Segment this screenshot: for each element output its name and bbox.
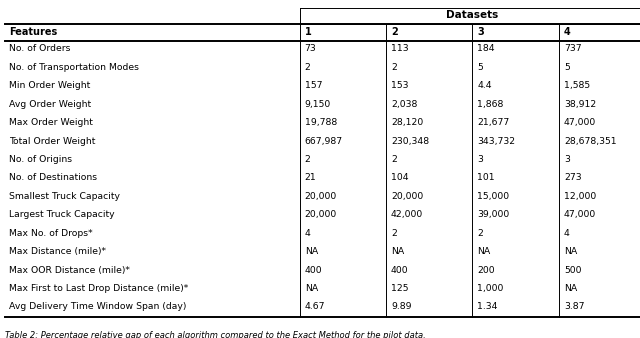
Text: No. of Destinations: No. of Destinations [9,173,97,183]
Text: 38,912: 38,912 [564,100,596,109]
Text: 21: 21 [305,173,316,183]
Text: 28,678,351: 28,678,351 [564,137,616,146]
Text: 2: 2 [391,155,397,164]
Text: Max Distance (mile)*: Max Distance (mile)* [9,247,106,256]
Text: No. of Origins: No. of Origins [9,155,72,164]
Text: 3: 3 [564,155,570,164]
Text: Table 2: Percentage relative gap of each algorithm compared to the Exact Method : Table 2: Percentage relative gap of each… [5,331,426,338]
Text: 1.34: 1.34 [477,303,498,311]
Text: 200: 200 [477,266,495,274]
Text: Total Order Weight: Total Order Weight [9,137,95,146]
Text: 4: 4 [305,229,310,238]
Text: NA: NA [477,247,491,256]
Text: 42,000: 42,000 [391,210,423,219]
Text: Features: Features [9,27,57,37]
Text: 20,000: 20,000 [391,192,423,201]
Text: Avg Order Weight: Avg Order Weight [9,100,91,109]
Text: 73: 73 [305,45,316,53]
Text: 2: 2 [391,229,397,238]
Text: Smallest Truck Capacity: Smallest Truck Capacity [9,192,120,201]
Text: 9,150: 9,150 [305,100,331,109]
Text: 15,000: 15,000 [477,192,509,201]
Text: 39,000: 39,000 [477,210,509,219]
Text: 230,348: 230,348 [391,137,429,146]
Text: 3: 3 [477,27,484,37]
Text: 47,000: 47,000 [564,118,596,127]
Text: 113: 113 [391,45,409,53]
Text: NA: NA [305,284,318,293]
Text: 4.4: 4.4 [477,81,492,90]
Text: Max Order Weight: Max Order Weight [9,118,93,127]
Text: 19,788: 19,788 [305,118,337,127]
Text: NA: NA [305,247,318,256]
Text: 500: 500 [564,266,581,274]
Text: 28,120: 28,120 [391,118,423,127]
Text: 153: 153 [391,81,408,90]
Text: 400: 400 [391,266,409,274]
Text: 2: 2 [391,63,397,72]
Text: 5: 5 [564,63,570,72]
Text: 5: 5 [477,63,483,72]
Text: Min Order Weight: Min Order Weight [9,81,90,90]
Text: 667,987: 667,987 [305,137,343,146]
Text: 1,000: 1,000 [477,284,504,293]
Text: 2: 2 [477,229,483,238]
Text: 2: 2 [305,63,310,72]
Text: Datasets: Datasets [446,10,499,21]
Text: 157: 157 [305,81,322,90]
Text: 1: 1 [305,27,312,37]
Text: 1,585: 1,585 [564,81,590,90]
Text: Max No. of Drops*: Max No. of Drops* [9,229,93,238]
Text: 273: 273 [564,173,582,183]
Text: No. of Transportation Modes: No. of Transportation Modes [9,63,139,72]
Text: Max First to Last Drop Distance (mile)*: Max First to Last Drop Distance (mile)* [9,284,188,293]
Text: 737: 737 [564,45,582,53]
Text: 3: 3 [477,155,483,164]
Text: Avg Delivery Time Window Span (day): Avg Delivery Time Window Span (day) [9,303,186,311]
Text: 47,000: 47,000 [564,210,596,219]
Text: NA: NA [564,247,577,256]
Text: 12,000: 12,000 [564,192,596,201]
Text: 2: 2 [305,155,310,164]
Text: 125: 125 [391,284,408,293]
Text: 3.87: 3.87 [564,303,584,311]
Text: Largest Truck Capacity: Largest Truck Capacity [9,210,115,219]
Text: 4: 4 [564,27,571,37]
Text: 2,038: 2,038 [391,100,417,109]
Text: 104: 104 [391,173,409,183]
Text: 20,000: 20,000 [305,192,337,201]
Text: 4: 4 [564,229,570,238]
Text: 9.89: 9.89 [391,303,412,311]
Text: 101: 101 [477,173,495,183]
Text: Max OOR Distance (mile)*: Max OOR Distance (mile)* [9,266,130,274]
Text: 400: 400 [305,266,323,274]
Text: No. of Orders: No. of Orders [9,45,70,53]
Text: 2: 2 [391,27,398,37]
Text: 20,000: 20,000 [305,210,337,219]
Text: NA: NA [564,284,577,293]
Text: 184: 184 [477,45,495,53]
Text: NA: NA [391,247,404,256]
Text: 4.67: 4.67 [305,303,325,311]
Text: 1,868: 1,868 [477,100,504,109]
Text: 343,732: 343,732 [477,137,516,146]
Text: 21,677: 21,677 [477,118,509,127]
